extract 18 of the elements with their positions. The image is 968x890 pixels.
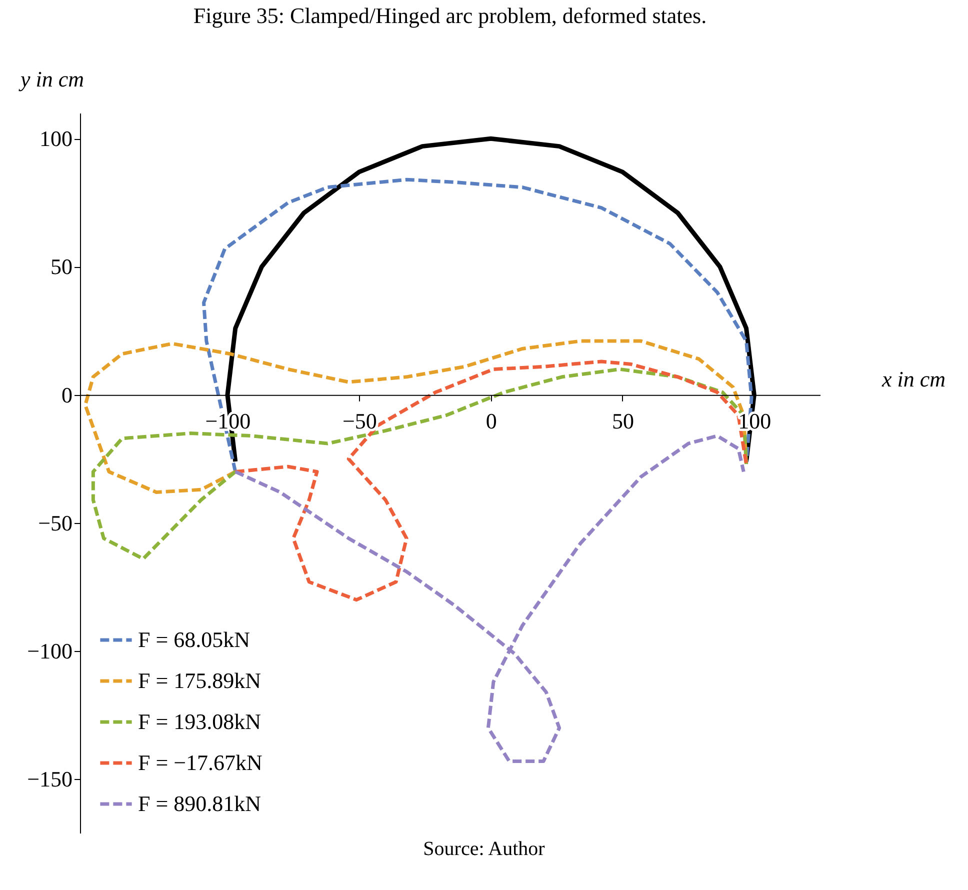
y-tick-label: −50 <box>38 510 72 536</box>
x-tick-label: 0 <box>486 408 497 434</box>
x-tick-label: −50 <box>342 408 377 434</box>
y-tick-label: −150 <box>27 766 72 792</box>
legend-label: F = 193.08kN <box>138 709 262 734</box>
legend-label: F = −17.67kN <box>138 750 263 775</box>
y-tick-label: 0 <box>62 382 72 408</box>
legend-label: F = 175.89kN <box>138 668 262 693</box>
x-axis-title: x in cm <box>880 366 946 392</box>
source-note: Source: Author <box>422 838 546 861</box>
y-tick-label: −100 <box>27 638 72 664</box>
chart-title: Figure 35: Clamped/Hinged arc problem, deformed states. <box>193 3 707 28</box>
legend-label: F = 68.05kN <box>138 627 250 652</box>
legend-label: F = 890.81kN <box>138 791 262 816</box>
y-tick-label: 50 <box>50 254 72 280</box>
x-tick-label: 50 <box>612 408 634 434</box>
y-tick-label: 100 <box>40 126 72 152</box>
y-axis-title: y in cm <box>18 66 84 92</box>
